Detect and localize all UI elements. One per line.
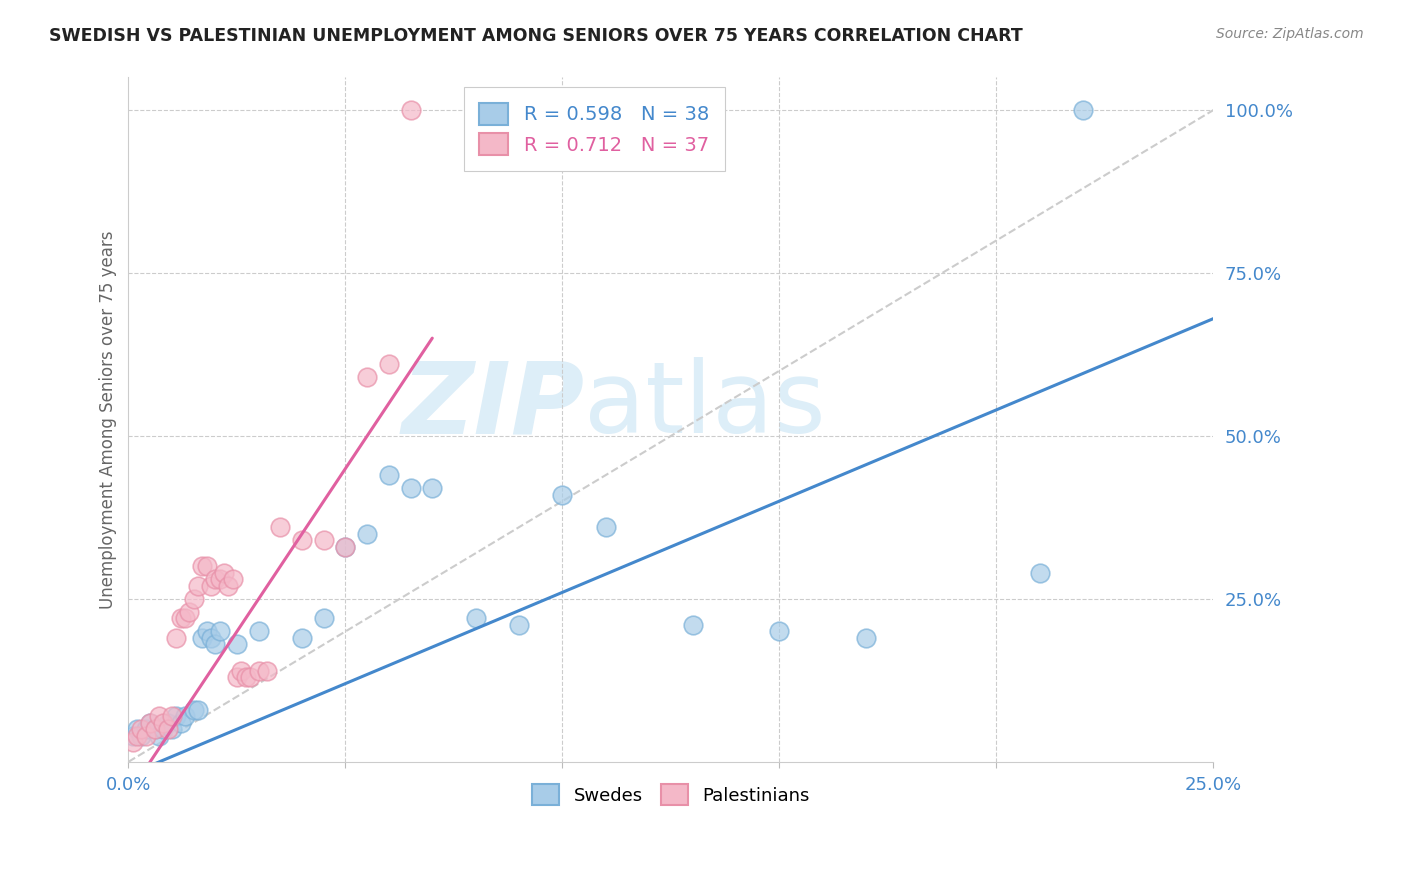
Point [179,605,201,619]
Point [156,722,179,736]
Point [121,735,143,749]
Point [256,664,278,678]
Point [160,709,183,723]
Point [139,715,162,730]
Point [682,618,704,632]
Point [335,540,357,554]
Text: ZIP: ZIP [401,358,583,454]
Point [204,637,226,651]
Point [247,664,270,678]
Point [312,611,335,625]
Point [247,624,270,639]
Point [121,729,143,743]
Point [420,481,443,495]
Point [152,722,174,736]
Point [312,533,335,548]
Text: Source: ZipAtlas.com: Source: ZipAtlas.com [1216,27,1364,41]
Point [212,566,235,580]
Point [135,729,157,743]
Point [174,709,197,723]
Text: atlas: atlas [583,358,825,454]
Point [595,520,617,534]
Point [191,631,214,645]
Point [135,722,157,736]
Point [291,533,314,548]
Text: SWEDISH VS PALESTINIAN UNEMPLOYMENT AMONG SENIORS OVER 75 YEARS CORRELATION CHAR: SWEDISH VS PALESTINIAN UNEMPLOYMENT AMON… [49,27,1024,45]
Point [143,722,166,736]
Point [169,611,191,625]
Point [160,722,183,736]
Point [226,637,249,651]
Point [191,559,214,574]
Point [217,579,239,593]
Point [200,631,222,645]
Point [378,468,401,483]
Point [508,618,530,632]
Point [399,481,422,495]
Point [1029,566,1052,580]
Point [127,722,149,736]
Point [855,631,877,645]
Point [187,703,209,717]
Point [551,487,574,501]
Point [148,709,170,723]
Point [204,572,226,586]
Point [131,729,153,743]
Point [200,579,222,593]
Point [208,624,231,639]
Point [335,540,357,554]
Point [139,715,162,730]
Point [148,729,170,743]
Point [291,631,314,645]
Point [195,559,218,574]
Point [239,670,262,684]
Point [356,370,378,384]
Point [183,591,205,606]
Point [378,357,401,371]
Point [127,729,149,743]
Point [195,624,218,639]
Point [768,624,790,639]
Point [399,103,422,117]
Point [464,611,486,625]
Point [165,631,187,645]
Legend: Swedes, Palestinians: Swedes, Palestinians [523,775,818,814]
Point [143,722,166,736]
Point [187,579,209,593]
Point [131,722,153,736]
Point [356,526,378,541]
Point [174,611,197,625]
Point [235,670,257,684]
Point [1071,103,1094,117]
Point [221,572,243,586]
Y-axis label: Unemployment Among Seniors over 75 years: Unemployment Among Seniors over 75 years [100,230,117,609]
Point [165,709,187,723]
Point [231,664,253,678]
Point [152,715,174,730]
Point [226,670,249,684]
Point [269,520,291,534]
Point [156,715,179,730]
Point [169,715,191,730]
Point [183,703,205,717]
Point [208,572,231,586]
